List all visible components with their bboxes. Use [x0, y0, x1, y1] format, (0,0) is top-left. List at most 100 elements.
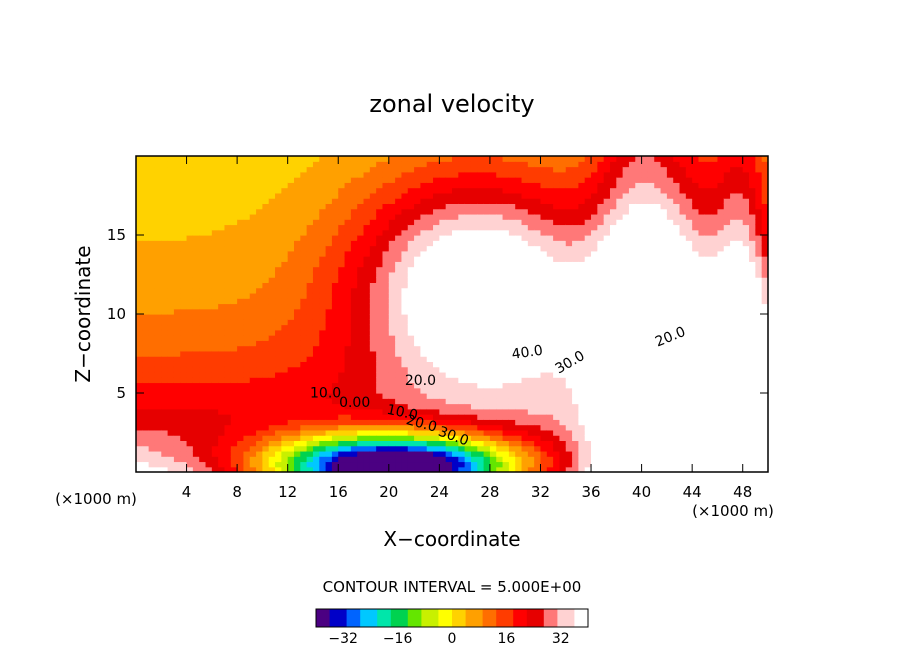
field-cell: [319, 382, 327, 389]
field-cell: [136, 408, 143, 415]
field-cell: [205, 250, 213, 257]
field-cell: [205, 235, 213, 241]
field-cell: [186, 445, 194, 452]
field-cell: [527, 161, 535, 168]
field-cell: [325, 213, 333, 220]
field-cell: [584, 324, 592, 331]
field-cell: [414, 192, 421, 199]
field-cell: [527, 208, 535, 215]
field-cell: [515, 256, 523, 262]
field-cell: [654, 256, 662, 262]
field-cell: [357, 245, 365, 252]
field-cell: [546, 335, 554, 341]
field-cell: [161, 250, 169, 257]
field-cell: [331, 292, 339, 299]
field-cell: [382, 198, 390, 204]
field-cell: [584, 387, 592, 394]
field-cell: [173, 345, 181, 352]
field-cell: [237, 308, 245, 315]
field-cell: [477, 445, 485, 452]
field-cell: [578, 198, 586, 204]
field-cell: [559, 245, 567, 252]
field-cell: [363, 161, 371, 168]
field-cell: [426, 393, 434, 399]
field-cell: [578, 456, 586, 463]
field-cell: [344, 335, 352, 341]
field-cell: [401, 329, 409, 336]
field-cell: [186, 171, 194, 178]
field-cell: [515, 466, 523, 472]
field-cell: [553, 377, 561, 384]
field-cell: [161, 203, 169, 210]
field-cell: [363, 261, 371, 268]
field-cell: [565, 256, 573, 262]
field-cell: [312, 256, 320, 262]
field-cell: [319, 308, 327, 315]
field-cell: [521, 387, 529, 394]
field-cell: [357, 208, 365, 215]
field-cell: [136, 429, 143, 436]
field-cell: [458, 393, 466, 399]
field-cell: [591, 187, 598, 194]
field-cell: [243, 308, 251, 315]
field-cell: [243, 319, 251, 326]
field-cell: [344, 308, 352, 315]
field-cell: [294, 450, 301, 457]
field-cell: [660, 450, 668, 457]
field-cell: [350, 461, 358, 468]
field-cell: [433, 198, 440, 204]
field-cell: [464, 435, 472, 441]
field-cell: [610, 303, 617, 310]
field-cell: [439, 224, 447, 231]
field-cell: [439, 324, 447, 331]
field-cell: [647, 319, 655, 326]
field-cell: [591, 203, 598, 210]
field-cell: [508, 466, 516, 472]
field-cell: [230, 245, 238, 252]
field-cell: [294, 192, 301, 199]
field-cell: [628, 387, 636, 394]
field-cell: [452, 319, 459, 326]
field-cell: [224, 377, 232, 384]
field-cell: [268, 366, 276, 373]
field-cell: [230, 182, 238, 189]
field-cell: [218, 350, 226, 357]
field-cell: [275, 245, 282, 252]
field-cell: [249, 314, 257, 320]
field-cell: [628, 266, 636, 273]
field-cell: [559, 235, 567, 241]
field-cell: [268, 440, 276, 447]
field-cell: [294, 245, 301, 252]
field-cell: [268, 324, 276, 331]
field-cell: [205, 319, 213, 326]
field-cell: [452, 461, 459, 468]
field-cell: [192, 261, 200, 268]
field-cell: [603, 182, 611, 189]
field-cell: [325, 171, 333, 178]
field-cell: [489, 292, 497, 299]
field-cell: [294, 282, 301, 289]
field-cell: [616, 456, 624, 463]
field-cell: [357, 156, 365, 162]
field-cell: [597, 456, 605, 463]
field-cell: [635, 461, 643, 468]
field-cell: [534, 466, 542, 472]
field-cell: [300, 250, 308, 257]
field-cell: [218, 408, 226, 415]
field-cell: [180, 414, 188, 420]
field-cell: [357, 387, 365, 394]
field-cell: [173, 335, 181, 341]
field-cell: [420, 366, 428, 373]
field-cell: [344, 156, 352, 162]
field-cell: [414, 377, 421, 384]
field-cell: [344, 213, 352, 220]
field-cell: [521, 324, 529, 331]
field-cell: [616, 429, 624, 436]
field-cell: [369, 314, 377, 320]
field-cell: [470, 266, 478, 273]
field-cell: [521, 292, 529, 299]
field-cell: [603, 161, 611, 168]
field-cell: [338, 245, 346, 252]
field-cell: [199, 314, 207, 320]
field-cell: [325, 282, 333, 289]
